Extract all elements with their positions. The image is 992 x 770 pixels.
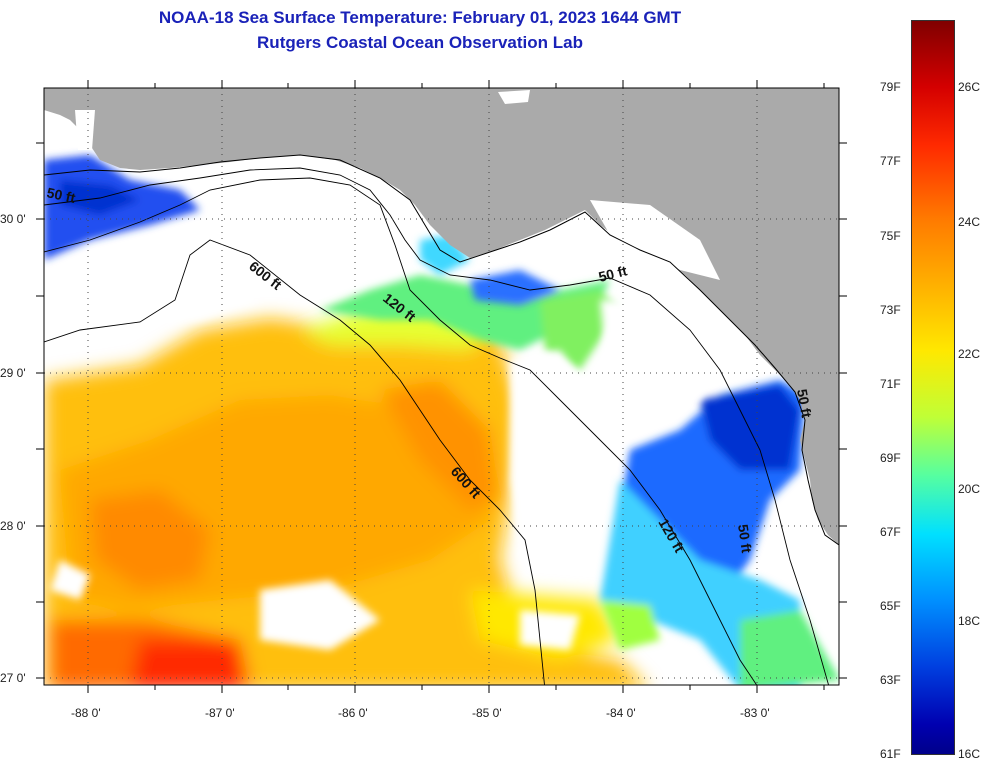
colorbar-f-label: 67F bbox=[880, 525, 901, 539]
colorbar-f-label: 71F bbox=[880, 377, 901, 391]
colorbar-f-label: 79F bbox=[880, 80, 901, 94]
colorbar-f-label: 69F bbox=[880, 451, 901, 465]
inland-cloud bbox=[498, 90, 530, 104]
map-frame bbox=[43, 87, 840, 686]
lon-label: -83 0' bbox=[740, 706, 770, 720]
axis-ticks bbox=[36, 80, 847, 693]
colorbar-c-label: 18C bbox=[958, 614, 981, 628]
lon-label: -86 0' bbox=[338, 706, 368, 720]
isobath-label: 50 ft bbox=[45, 184, 77, 206]
lat-lon-grid bbox=[44, 88, 839, 685]
colorbar-c-label: 24C bbox=[958, 215, 981, 229]
colorbar-c-label: 22C bbox=[958, 347, 981, 361]
colorbar-f-label: 63F bbox=[880, 673, 901, 687]
colorbar-f-label: 61F bbox=[880, 747, 901, 761]
lon-label: -84 0' bbox=[606, 706, 636, 720]
lat-label: 27 0' bbox=[0, 671, 26, 685]
lon-label: -87 0' bbox=[205, 706, 235, 720]
colorbar-f-label: 75F bbox=[880, 229, 901, 243]
isobath-label: 50 ft bbox=[735, 523, 755, 554]
colorbar-f-label: 65F bbox=[880, 599, 901, 613]
sst-cold-field bbox=[600, 380, 839, 685]
lat-label: 30 0' bbox=[0, 212, 26, 226]
map-title: NOAA-18 Sea Surface Temperature: Februar… bbox=[158, 8, 682, 27]
lon-label: -88 0' bbox=[71, 706, 101, 720]
temperature-colorbar bbox=[911, 20, 955, 755]
colorbar-c-label: 26C bbox=[958, 80, 981, 94]
colorbar-c-label: 20C bbox=[958, 482, 981, 496]
mobile-bay-cloud bbox=[75, 110, 95, 150]
lon-label: -85 0' bbox=[472, 706, 502, 720]
land-mass bbox=[44, 88, 839, 545]
colorbar-f-label: 73F bbox=[880, 303, 901, 317]
isobath-label: 50 ft bbox=[597, 262, 629, 285]
lat-label: 28 0' bbox=[0, 519, 26, 533]
coastline bbox=[44, 154, 839, 546]
isobath-label: 50 ft bbox=[794, 388, 815, 419]
colorbar-c-label: 16C bbox=[958, 747, 981, 761]
colorbar-f-label: 77F bbox=[880, 154, 901, 168]
isobaths bbox=[44, 167, 830, 685]
map-subtitle: Rutgers Coastal Ocean Observation Lab bbox=[257, 33, 583, 52]
lat-label: 29 0' bbox=[0, 366, 26, 380]
